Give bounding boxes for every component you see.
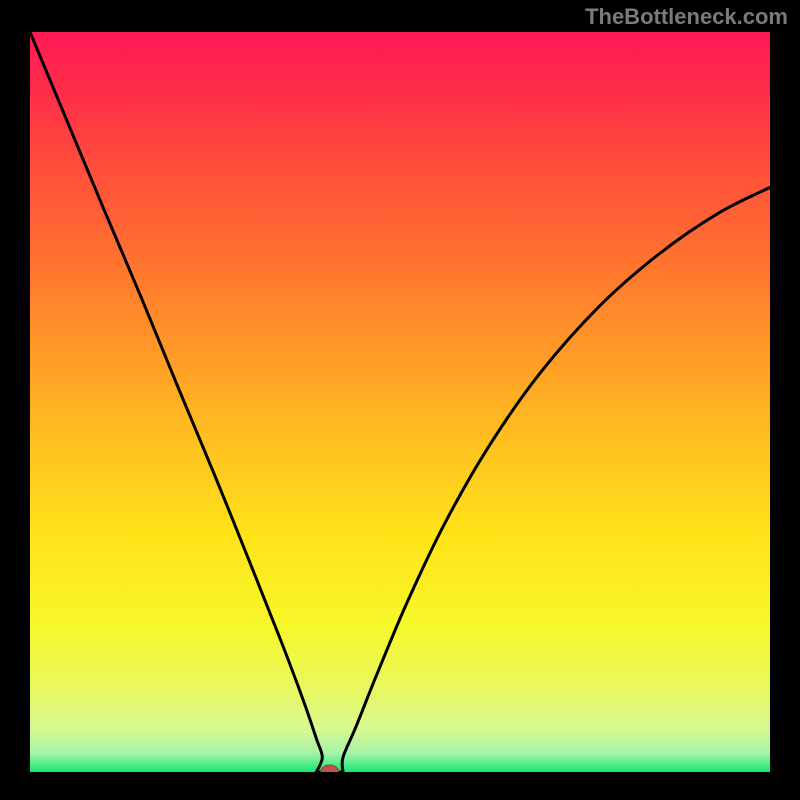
bottleneck-chart: TheBottleneck.com <box>0 0 800 800</box>
chart-svg <box>0 0 800 800</box>
plot-background <box>30 32 770 772</box>
